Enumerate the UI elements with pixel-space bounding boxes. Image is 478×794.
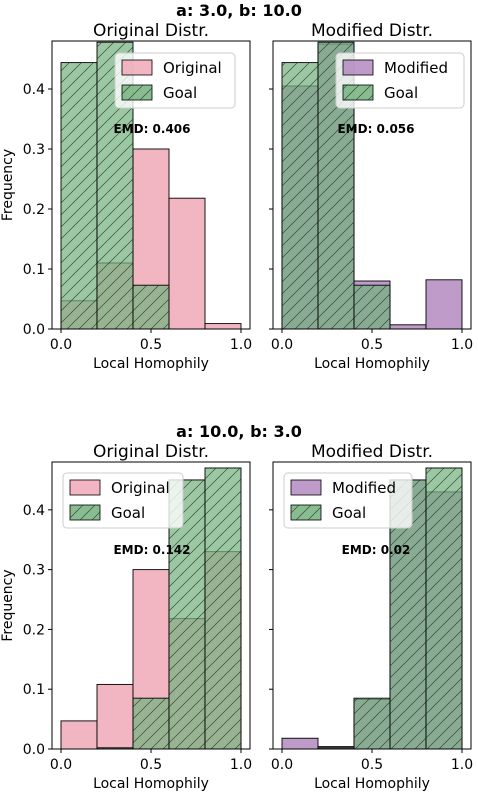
bar [204, 323, 242, 330]
legend-swatch [121, 59, 153, 76]
legend-label: Goal [384, 84, 418, 102]
legend: Original Goal [114, 52, 236, 109]
x-tick-label: 1.0 [230, 337, 252, 353]
x-tick-label: 0.5 [361, 337, 383, 353]
x-tick-label: 0.5 [361, 757, 383, 773]
x-tick-label: 0.0 [271, 337, 293, 353]
x-tick-label: 0.0 [50, 757, 72, 773]
panel-title: Original Distr. [93, 442, 209, 462]
legend: Original Goal [62, 472, 184, 529]
figure-group-title: a: 3.0, b: 10.0 [176, 1, 302, 20]
legend-swatch-hatch [70, 505, 100, 520]
emd-annotation: EMD: 0.142 [113, 543, 190, 557]
bar-hatch [97, 747, 133, 749]
legend-label: Goal [111, 504, 145, 522]
panel-2: Modified Distr. 0.0 0.5 1.0 Local Homophily E… [269, 21, 473, 372]
x-tick-label: 0.5 [140, 757, 162, 773]
panel-title: Original Distr. [93, 21, 209, 41]
legend-label: Modified [384, 59, 448, 77]
y-tick-label: 0.2 [23, 202, 45, 218]
x-axis-label: Local Homophily [314, 776, 430, 792]
emd-annotation: EMD: 0.406 [113, 122, 190, 136]
legend-swatch [290, 479, 322, 496]
y-tick-label: 0.2 [23, 622, 45, 638]
y-tick-label: 0.0 [23, 322, 45, 338]
x-tick-label: 1.0 [451, 757, 473, 773]
bar-hatch [133, 285, 169, 329]
bar [425, 279, 463, 330]
x-axis-label: Local Homophily [93, 776, 209, 792]
bar-hatch [318, 747, 354, 749]
legend-label: Original [111, 479, 170, 497]
legend: Modified Goal [335, 52, 465, 109]
x-tick-label: 1.0 [230, 757, 252, 773]
bar-hatch [354, 698, 390, 749]
legend-swatch-hatch [122, 85, 152, 100]
panel-title: Modified Distr. [311, 21, 433, 41]
bar [281, 737, 319, 750]
bar-hatch [133, 698, 169, 749]
emd-annotation: EMD: 0.02 [342, 543, 411, 557]
figure-group-title: a: 10.0, b: 3.0 [176, 422, 302, 441]
x-tick-label: 1.0 [451, 337, 473, 353]
bar-hatch [354, 285, 390, 329]
bar-hatch [426, 467, 462, 749]
y-tick-label: 0.1 [23, 682, 45, 698]
x-axis-label: Local Homophily [93, 356, 209, 372]
bar [168, 197, 206, 330]
y-tick-label: 0.1 [23, 262, 45, 278]
bar [389, 324, 427, 330]
legend-label: Goal [332, 504, 366, 522]
y-axis-label: Frequency [0, 149, 16, 221]
y-tick-label: 0.0 [23, 742, 45, 758]
y-tick-label: 0.4 [23, 503, 45, 519]
y-tick-label: 0.4 [23, 82, 45, 98]
bar-hatch [205, 467, 241, 749]
emd-annotation: EMD: 0.056 [337, 122, 414, 136]
legend-swatch-hatch [343, 85, 373, 100]
bar [60, 720, 98, 750]
legend-swatch [342, 59, 374, 76]
bar-hatch [61, 62, 97, 329]
x-axis-label: Local Homophily [314, 356, 430, 372]
bar [96, 683, 134, 750]
panel-4: Modified Distr. 0.0 0.5 1.0 Local Homophily E… [269, 442, 473, 792]
y-tick-label: 0.3 [23, 142, 45, 158]
series-goal [96, 467, 242, 750]
legend-swatch-hatch [291, 505, 321, 520]
legend-label: Goal [163, 84, 197, 102]
legend-label: Modified [332, 479, 396, 497]
legend: Modified Goal [283, 472, 413, 529]
legend-label: Original [163, 59, 222, 77]
y-tick-label: 0.3 [23, 563, 45, 579]
panel-title: Modified Distr. [311, 442, 433, 462]
bar-hatch [282, 62, 318, 329]
x-tick-label: 0.0 [50, 337, 72, 353]
series-goal [60, 41, 170, 330]
x-tick-label: 0.5 [140, 337, 162, 353]
y-axis-label: Frequency [0, 569, 16, 641]
legend-swatch [69, 479, 101, 496]
x-tick-label: 0.0 [271, 757, 293, 773]
